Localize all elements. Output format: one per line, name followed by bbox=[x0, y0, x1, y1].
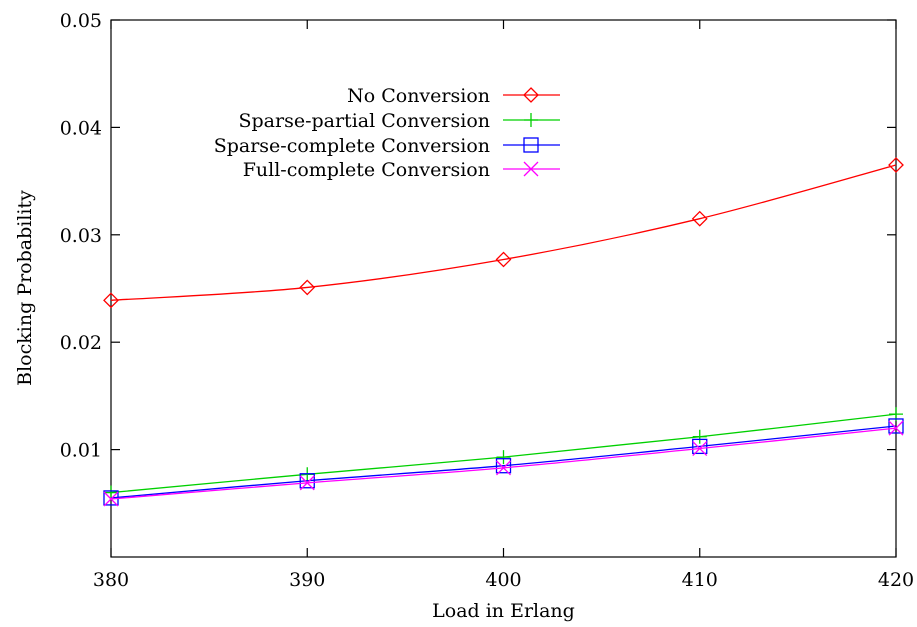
series-line bbox=[110, 164, 897, 301]
data-point bbox=[103, 292, 119, 309]
x-tick-label: 400 bbox=[485, 569, 521, 591]
legend-label: Sparse-complete Conversion bbox=[214, 135, 490, 157]
data-point bbox=[888, 418, 904, 434]
ticks: 380 390 400 410 420 0.01 0.02 0.03 0.04 0.05 bbox=[60, 10, 914, 591]
data-point bbox=[495, 458, 512, 474]
x-tick-label: 410 bbox=[682, 569, 718, 591]
legend-marker bbox=[523, 137, 539, 153]
data-point bbox=[496, 450, 511, 465]
x-tick-label: 420 bbox=[878, 569, 914, 591]
data-point bbox=[888, 420, 904, 436]
x-axis-title: Load in Erlang bbox=[432, 600, 575, 622]
data-point bbox=[496, 460, 511, 476]
legend-marker bbox=[524, 113, 538, 127]
x-tick-label: 380 bbox=[93, 569, 129, 591]
series-1 bbox=[103, 157, 904, 309]
y-tick-label: 0.05 bbox=[60, 10, 102, 32]
y-tick-label: 0.01 bbox=[60, 440, 102, 462]
x-tick-label: 390 bbox=[289, 569, 325, 591]
data-point bbox=[299, 473, 315, 489]
data-point bbox=[299, 475, 315, 491]
legend-label: No Conversion bbox=[347, 85, 490, 107]
y-tick-label: 0.02 bbox=[60, 332, 102, 354]
data-point bbox=[692, 429, 707, 444]
data-point bbox=[888, 157, 904, 173]
data-point bbox=[495, 251, 512, 268]
legend: No Conversion Sparse-partial Conversion Sp… bbox=[214, 85, 560, 181]
data-point bbox=[691, 210, 708, 227]
series-4 bbox=[103, 420, 904, 507]
legend-label: Full-complete Conversion bbox=[243, 159, 490, 181]
legend-marker bbox=[523, 87, 539, 103]
data-point bbox=[104, 485, 118, 500]
y-tick-label: 0.04 bbox=[60, 117, 102, 139]
data-point bbox=[692, 438, 708, 455]
series-2 bbox=[104, 407, 903, 500]
data-point bbox=[103, 491, 119, 507]
y-axis-title: Blocking Probability bbox=[14, 190, 36, 386]
data-point bbox=[692, 441, 708, 456]
data-point bbox=[299, 279, 316, 296]
y-tick-label: 0.03 bbox=[60, 225, 102, 247]
series-line bbox=[110, 425, 897, 499]
legend-marker bbox=[523, 161, 539, 177]
plot-frame bbox=[110, 19, 897, 558]
legend-label: Sparse-partial Conversion bbox=[238, 110, 490, 132]
series-lines bbox=[103, 157, 904, 507]
series-3 bbox=[103, 418, 904, 506]
